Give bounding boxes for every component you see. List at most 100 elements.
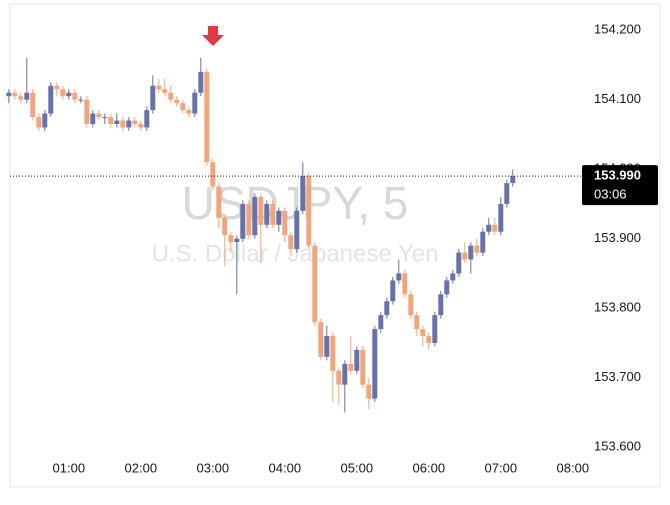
candle-body bbox=[150, 85, 156, 111]
candle-body bbox=[132, 120, 138, 124]
candle-body bbox=[396, 273, 402, 281]
candle-body bbox=[468, 245, 474, 260]
y-tick-label: 153.600 bbox=[594, 439, 641, 454]
candle-body bbox=[312, 245, 318, 323]
candle-body bbox=[480, 231, 486, 253]
chart-frame bbox=[9, 3, 661, 488]
candle-body bbox=[318, 322, 324, 357]
candle-body bbox=[48, 85, 54, 114]
candle-body bbox=[60, 89, 66, 97]
candle-body bbox=[300, 176, 306, 211]
candle-body bbox=[54, 85, 60, 90]
candle-body bbox=[108, 117, 114, 124]
candle-body bbox=[138, 123, 144, 128]
x-tick-label: 01:00 bbox=[53, 460, 86, 475]
candle-body bbox=[36, 117, 42, 128]
candle-body bbox=[426, 336, 432, 343]
candle-body bbox=[186, 110, 192, 114]
candle-body bbox=[342, 363, 348, 385]
x-tick-label: 04:00 bbox=[269, 460, 302, 475]
candle-body bbox=[18, 96, 24, 100]
candle-body bbox=[498, 203, 504, 232]
x-tick-label: 08:00 bbox=[557, 460, 590, 475]
candle-body bbox=[444, 280, 450, 295]
candle-body bbox=[228, 235, 234, 243]
last-price-box bbox=[582, 165, 658, 206]
candle-body bbox=[438, 294, 444, 316]
candle-body bbox=[354, 349, 360, 371]
candle-body bbox=[72, 92, 78, 100]
last-price-label: 153.990 bbox=[594, 168, 641, 183]
candle-body bbox=[432, 315, 438, 343]
y-tick-label: 153.900 bbox=[594, 230, 641, 245]
candle-body bbox=[192, 92, 198, 114]
candle-body bbox=[366, 384, 372, 399]
candle-body bbox=[216, 186, 222, 218]
candle-body bbox=[156, 85, 162, 90]
candle-body bbox=[30, 92, 36, 118]
candle-body bbox=[492, 224, 498, 232]
candle-body bbox=[360, 349, 366, 385]
candle-body bbox=[420, 329, 426, 337]
candle-body bbox=[378, 315, 384, 330]
candle-body bbox=[12, 92, 18, 97]
candle-body bbox=[174, 99, 180, 104]
candle-body bbox=[168, 92, 174, 100]
candle-body bbox=[234, 238, 240, 243]
y-tick-label: 153.700 bbox=[594, 369, 641, 384]
candle-body bbox=[6, 92, 12, 97]
candle-body bbox=[78, 99, 84, 101]
y-tick-label: 154.200 bbox=[594, 22, 641, 37]
candle-body bbox=[474, 245, 480, 253]
candle-body bbox=[510, 176, 516, 184]
y-tick-label: 154.100 bbox=[594, 91, 641, 106]
candle-body bbox=[288, 235, 294, 250]
candle-body bbox=[384, 301, 390, 316]
candle-body bbox=[96, 113, 102, 118]
candle-body bbox=[120, 120, 126, 128]
y-tick-label: 153.800 bbox=[594, 300, 641, 315]
candle-body bbox=[246, 203, 252, 236]
candle-body bbox=[450, 273, 456, 281]
candle-body bbox=[210, 162, 216, 187]
candle-body bbox=[372, 329, 378, 399]
x-tick-label: 03:00 bbox=[197, 460, 230, 475]
candle-body bbox=[390, 280, 396, 302]
candle-body bbox=[84, 99, 90, 124]
candle-body bbox=[114, 120, 120, 124]
candle-body bbox=[348, 363, 354, 371]
candle-body bbox=[144, 110, 150, 128]
candle-body bbox=[456, 252, 462, 274]
arrow-marker bbox=[202, 26, 224, 46]
x-tick-label: 07:00 bbox=[485, 460, 518, 475]
candle-body bbox=[198, 71, 204, 93]
candle-body bbox=[486, 224, 492, 232]
candle-body bbox=[24, 92, 30, 100]
candle-body bbox=[102, 117, 108, 119]
candle-body bbox=[258, 196, 264, 225]
candle-body bbox=[294, 210, 300, 250]
candle-body bbox=[408, 294, 414, 316]
candle-body bbox=[324, 336, 330, 357]
candle-body bbox=[330, 336, 336, 371]
candle-body bbox=[504, 183, 510, 204]
candle-body bbox=[336, 370, 342, 385]
x-tick-label: 05:00 bbox=[341, 460, 374, 475]
candle-body bbox=[462, 252, 468, 260]
candle-body bbox=[126, 120, 132, 128]
candle-body bbox=[264, 203, 270, 225]
candle-body bbox=[240, 203, 246, 239]
candle-body bbox=[90, 113, 96, 124]
x-tick-label: 02:00 bbox=[125, 460, 158, 475]
candle-body bbox=[270, 203, 276, 225]
x-tick-label: 06:00 bbox=[413, 460, 446, 475]
countdown-label: 03:06 bbox=[594, 187, 627, 202]
candle-body bbox=[282, 210, 288, 236]
candle-body bbox=[66, 92, 72, 97]
candle-body bbox=[222, 217, 228, 236]
candle-body bbox=[276, 210, 282, 225]
candle-body bbox=[414, 315, 420, 330]
candle-body bbox=[162, 89, 168, 93]
